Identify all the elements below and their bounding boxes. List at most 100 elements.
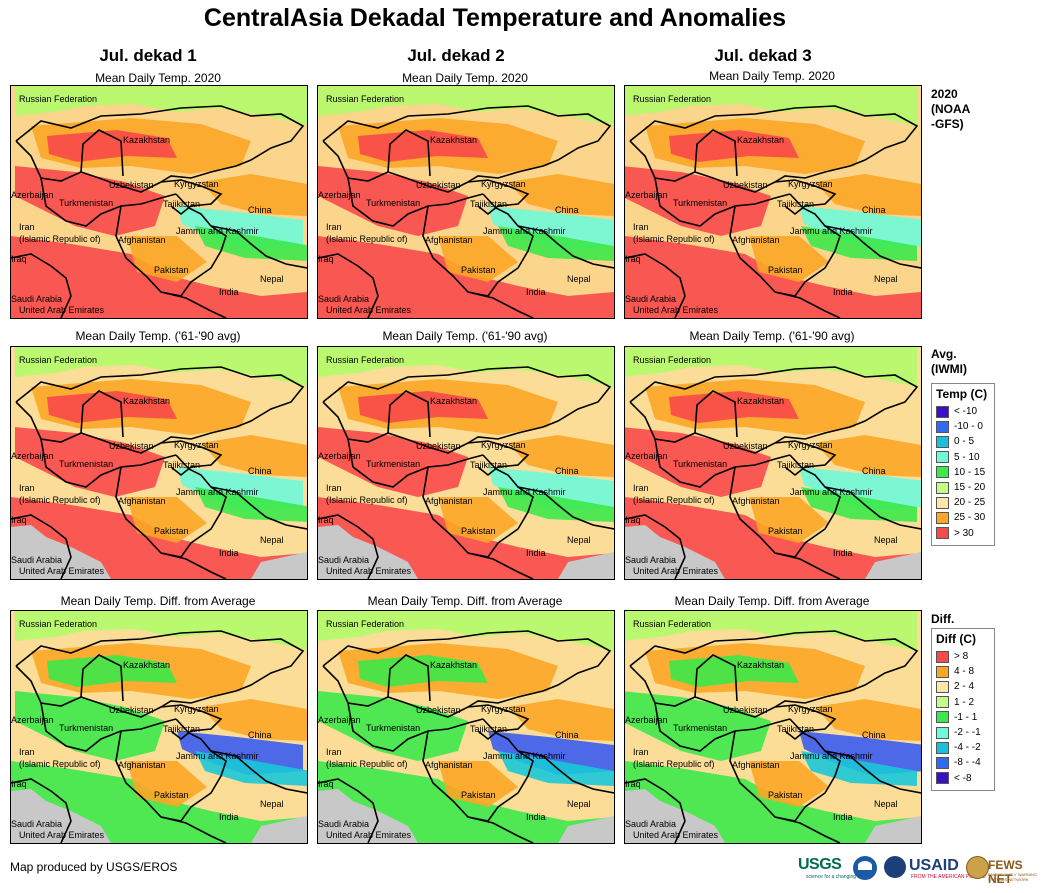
country-border xyxy=(824,225,921,269)
country-label: Azerbaijan xyxy=(625,715,668,725)
country-label: United Arab Emirates xyxy=(19,566,105,576)
country-border xyxy=(517,750,614,794)
country-label: Nepal xyxy=(260,274,284,284)
country-label: United Arab Emirates xyxy=(326,830,412,840)
map-subtitle: Mean Daily Temp. 2020 xyxy=(402,71,528,85)
country-label: Uzbekistan xyxy=(109,705,154,715)
climate-field xyxy=(799,731,921,775)
legend-item: -10 - 0 xyxy=(936,419,990,434)
country-label: Iraq xyxy=(318,515,334,525)
fews-net-seal-icon xyxy=(966,856,989,879)
climate-field xyxy=(15,347,307,387)
climate-field xyxy=(669,391,799,423)
country-label: Tajikistan xyxy=(777,460,814,470)
legend-swatch xyxy=(936,741,949,754)
country-label: Iraq xyxy=(318,254,334,264)
climate-field xyxy=(488,731,614,775)
climate-field xyxy=(801,751,917,786)
country-border xyxy=(654,702,791,752)
legend-swatch xyxy=(936,696,949,709)
country-label: Pakistan xyxy=(154,526,189,536)
country-label: Tajikistan xyxy=(470,460,507,470)
climate-field xyxy=(318,427,468,497)
country-label: Tajikistan xyxy=(163,199,200,209)
country-border xyxy=(729,193,841,297)
country-label: Pakistan xyxy=(768,526,803,536)
page-title: CentralAsia Dekadal Temperature and Anom… xyxy=(203,4,787,32)
country-label: Afghanistan xyxy=(425,760,473,770)
climate-field xyxy=(749,761,829,807)
country-label: Russian Federation xyxy=(633,619,711,629)
country-label: (Islamic Republic of) xyxy=(19,759,101,769)
row-label-line: Avg. xyxy=(931,347,957,361)
row-label-line: (IWMI) xyxy=(931,362,967,376)
map-canvas: Russian Federation Kazakhstan Uzbekistan Ky… xyxy=(11,611,307,843)
country-label: United Arab Emirates xyxy=(633,830,719,840)
country-label: Tajikistan xyxy=(470,724,507,734)
country-border xyxy=(115,193,227,297)
country-border xyxy=(824,750,921,794)
climate-field xyxy=(15,427,165,497)
country-label: India xyxy=(833,812,853,822)
map-panel-current-dekad-2: Russian Federation Kazakhstan Uzbekistan Ky… xyxy=(317,85,615,319)
country-label: Kazakhstan xyxy=(737,396,784,406)
legend-label: 25 - 30 xyxy=(954,512,986,524)
map-panel-difference-dekad-3: Russian Federation Kazakhstan Uzbekistan Ky… xyxy=(624,610,922,844)
country-label: Tajikistan xyxy=(777,199,814,209)
map-canvas: Russian Federation Kazakhstan Uzbekistan Ky… xyxy=(318,86,614,318)
climate-field xyxy=(318,166,468,236)
partner-logos: USGS science for a changing world USAID … xyxy=(798,852,1043,886)
climate-field xyxy=(438,761,518,807)
country-border xyxy=(160,440,223,477)
climate-field xyxy=(358,655,488,687)
country-label: China xyxy=(555,466,579,476)
climate-field xyxy=(799,467,921,511)
legend-item: 4 - 8 xyxy=(936,664,990,679)
map-panel-current-dekad-1: Russian Federation Kazakhstan Uzbekistan Ky… xyxy=(10,85,308,319)
country-label: China xyxy=(862,205,886,215)
country-label: United Arab Emirates xyxy=(633,305,719,315)
legend-label: -8 - -4 xyxy=(954,757,981,769)
country-label: Russian Federation xyxy=(19,355,97,365)
legend-label: < -8 xyxy=(954,772,972,784)
climate-field xyxy=(801,487,917,522)
legend-swatch xyxy=(936,527,949,540)
fews-net-logo: FEWS NET xyxy=(988,858,1023,886)
map-canvas: Russian Federation Kazakhstan Uzbekistan Ky… xyxy=(11,347,307,579)
map-canvas: Russian Federation Kazakhstan Uzbekistan Ky… xyxy=(625,86,921,318)
climate-field xyxy=(799,206,921,250)
country-border xyxy=(387,129,431,177)
country-label: India xyxy=(526,548,546,558)
country-border xyxy=(774,440,837,477)
country-label: Iran xyxy=(19,222,35,232)
country-label: Iraq xyxy=(625,779,641,789)
legend-label: 20 - 25 xyxy=(954,497,986,509)
legend-swatch xyxy=(936,665,949,678)
legend-label: 15 - 20 xyxy=(954,482,986,494)
country-label: Afghanistan xyxy=(732,496,780,506)
country-label: Jammu and Kashmir xyxy=(483,226,566,236)
country-label: Afghanistan xyxy=(425,235,473,245)
country-border xyxy=(629,366,919,444)
climate-field xyxy=(498,226,614,261)
country-label: United Arab Emirates xyxy=(326,566,412,576)
country-label: Saudi Arabia xyxy=(625,555,676,565)
row-label-line: 2020 xyxy=(931,87,958,101)
country-label: (Islamic Republic of) xyxy=(326,495,408,505)
country-label: Nepal xyxy=(567,535,591,545)
legend-item: 25 - 30 xyxy=(936,510,990,525)
map-panel-difference-dekad-2: Russian Federation Kazakhstan Uzbekistan Ky… xyxy=(317,610,615,844)
country-label: India xyxy=(219,548,239,558)
climate-field xyxy=(318,347,614,387)
country-label: Russian Federation xyxy=(326,355,404,365)
country-label: Pakistan xyxy=(461,265,496,275)
climate-field xyxy=(815,699,921,741)
no-data-area xyxy=(625,789,921,843)
climate-field xyxy=(127,497,207,543)
country-label: Kyrgyzstan xyxy=(788,440,833,450)
country-label: Saudi Arabia xyxy=(625,819,676,829)
map-subtitle: Mean Daily Temp. Diff. from Average xyxy=(674,594,870,608)
map-subtitle: Mean Daily Temp. Diff. from Average xyxy=(367,594,563,608)
country-label: Azerbaijan xyxy=(318,715,361,725)
country-border xyxy=(625,514,686,579)
